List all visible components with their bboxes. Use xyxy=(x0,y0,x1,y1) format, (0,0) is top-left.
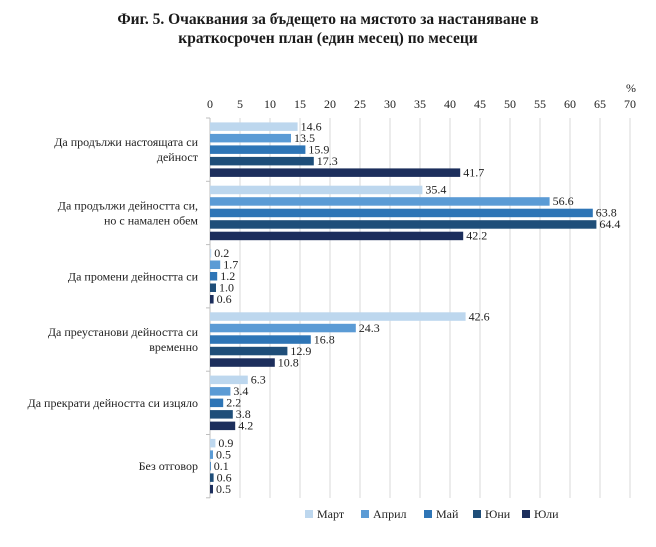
x-tick-label-50: 50 xyxy=(504,97,516,111)
category-label-1-1: но с намален обем xyxy=(104,213,198,227)
x-tick-label-15: 15 xyxy=(294,97,306,111)
x-tick-label-30: 30 xyxy=(384,97,396,111)
bar-3-3 xyxy=(210,346,288,356)
bar-5-0 xyxy=(210,438,216,448)
bar-1-1 xyxy=(210,197,550,206)
bar-1-2 xyxy=(210,208,593,218)
legend-swatch-0 xyxy=(305,510,313,518)
data-label-2-2: 1.2 xyxy=(220,269,235,283)
x-tick-label-70: 70 xyxy=(624,97,636,111)
x-tick-label-5: 5 xyxy=(237,97,243,111)
bar-5-3 xyxy=(210,473,214,482)
data-label-5-0: 0.9 xyxy=(218,436,233,450)
data-label-1-0: 35.4 xyxy=(425,183,446,197)
bar-4-1 xyxy=(210,387,231,396)
data-label-3-0: 42.6 xyxy=(469,309,490,323)
data-label-0-3: 17.3 xyxy=(317,154,338,168)
bar-3-2 xyxy=(210,335,311,344)
bar-4-2 xyxy=(210,398,224,408)
data-label-3-4: 10.8 xyxy=(278,355,299,369)
category-label-0-0: Да продължи настоящата си xyxy=(54,135,198,149)
legend-swatch-3 xyxy=(473,510,481,518)
data-label-4-4: 4.2 xyxy=(238,419,253,433)
legend-swatch-2 xyxy=(424,510,432,518)
chart-title-line-2: краткосрочен план (един месец) по месеци xyxy=(178,30,478,47)
category-label-3-0: Да преустанови дейността си xyxy=(48,325,199,339)
x-tick-label-40: 40 xyxy=(444,97,456,111)
legend-label-1: Април xyxy=(373,507,407,521)
x-tick-label-55: 55 xyxy=(534,97,546,111)
x-tick-label-0: 0 xyxy=(207,97,213,111)
data-label-2-0: 0.2 xyxy=(214,246,229,260)
data-label-2-4: 0.6 xyxy=(217,292,232,306)
bar-0-0 xyxy=(210,122,298,131)
bar-3-0 xyxy=(210,312,466,321)
bar-5-2 xyxy=(210,461,211,471)
category-label-3-1: временно xyxy=(149,340,198,354)
bar-5-1 xyxy=(210,450,213,459)
data-label-1-4: 42.2 xyxy=(466,229,487,243)
bar-1-4 xyxy=(210,231,464,241)
legend-swatch-1 xyxy=(361,510,369,518)
legend-label-0: Март xyxy=(317,507,345,521)
bar-3-4 xyxy=(210,358,275,367)
bar-2-0 xyxy=(210,249,212,258)
data-label-0-0: 14.6 xyxy=(301,119,322,133)
bar-2-3 xyxy=(210,283,216,292)
category-label-1-0: Да продължи дейността си, xyxy=(58,198,198,212)
bar-2-4 xyxy=(210,295,214,304)
data-label-4-0: 6.3 xyxy=(251,373,266,387)
category-label-2-0: Да промени дейността си xyxy=(68,269,199,283)
bar-2-1 xyxy=(210,260,221,269)
data-label-4-1: 3.4 xyxy=(233,384,248,398)
category-label-0-1: дейност xyxy=(157,150,199,164)
legend-label-3: Юни xyxy=(485,507,511,521)
data-label-2-3: 1.0 xyxy=(219,281,234,295)
data-label-2-1: 1.7 xyxy=(223,258,238,272)
data-label-1-2: 63.8 xyxy=(596,206,617,220)
x-tick-label-35: 35 xyxy=(414,97,426,111)
data-label-5-4: 0.5 xyxy=(216,482,231,496)
x-tick-label-20: 20 xyxy=(324,97,336,111)
x-tick-label-10: 10 xyxy=(264,97,276,111)
bar-0-2 xyxy=(210,145,306,154)
bar-4-0 xyxy=(210,375,248,385)
data-label-5-1: 0.5 xyxy=(216,447,231,461)
data-label-1-3: 64.4 xyxy=(599,217,620,231)
unit-label: % xyxy=(626,81,636,95)
data-label-0-1: 13.5 xyxy=(294,131,315,145)
bar-0-3 xyxy=(210,156,314,166)
data-label-4-3: 3.8 xyxy=(236,407,251,421)
bar-2-2 xyxy=(210,272,218,281)
legend-label-4: Юли xyxy=(534,507,559,521)
chart-title: Фиг. 5. Очаквания за бъдещето на мястото… xyxy=(0,10,656,48)
bar-0-1 xyxy=(210,133,291,143)
x-tick-label-60: 60 xyxy=(564,97,576,111)
x-tick-label-45: 45 xyxy=(474,97,486,111)
bar-1-0 xyxy=(210,185,423,195)
legend-swatch-4 xyxy=(522,510,530,518)
data-label-3-2: 16.8 xyxy=(314,332,335,346)
data-label-4-2: 2.2 xyxy=(226,396,241,410)
bar-3-1 xyxy=(210,323,356,333)
chart-title-line-1: Фиг. 5. Очаквания за бъдещето на мястото… xyxy=(117,11,539,28)
data-label-3-3: 12.9 xyxy=(290,344,311,358)
legend-label-2: Май xyxy=(436,507,459,521)
data-label-5-2: 0.1 xyxy=(214,459,229,473)
data-label-5-3: 0.6 xyxy=(217,470,232,484)
data-label-1-1: 56.6 xyxy=(553,194,574,208)
bar-4-3 xyxy=(210,410,233,419)
x-tick-label-25: 25 xyxy=(354,97,366,111)
data-label-3-1: 24.3 xyxy=(359,321,380,335)
bar-0-4 xyxy=(210,168,461,177)
x-tick-label-65: 65 xyxy=(594,97,606,111)
data-label-0-4: 41.7 xyxy=(463,165,484,179)
category-label-5-0: Без отговор xyxy=(139,459,198,473)
bar-1-3 xyxy=(210,220,597,229)
data-label-0-2: 15.9 xyxy=(308,142,329,156)
bar-5-4 xyxy=(210,484,213,494)
bar-4-4 xyxy=(210,421,236,431)
category-label-4-0: Да прекрати дейността си изцяло xyxy=(28,396,198,410)
